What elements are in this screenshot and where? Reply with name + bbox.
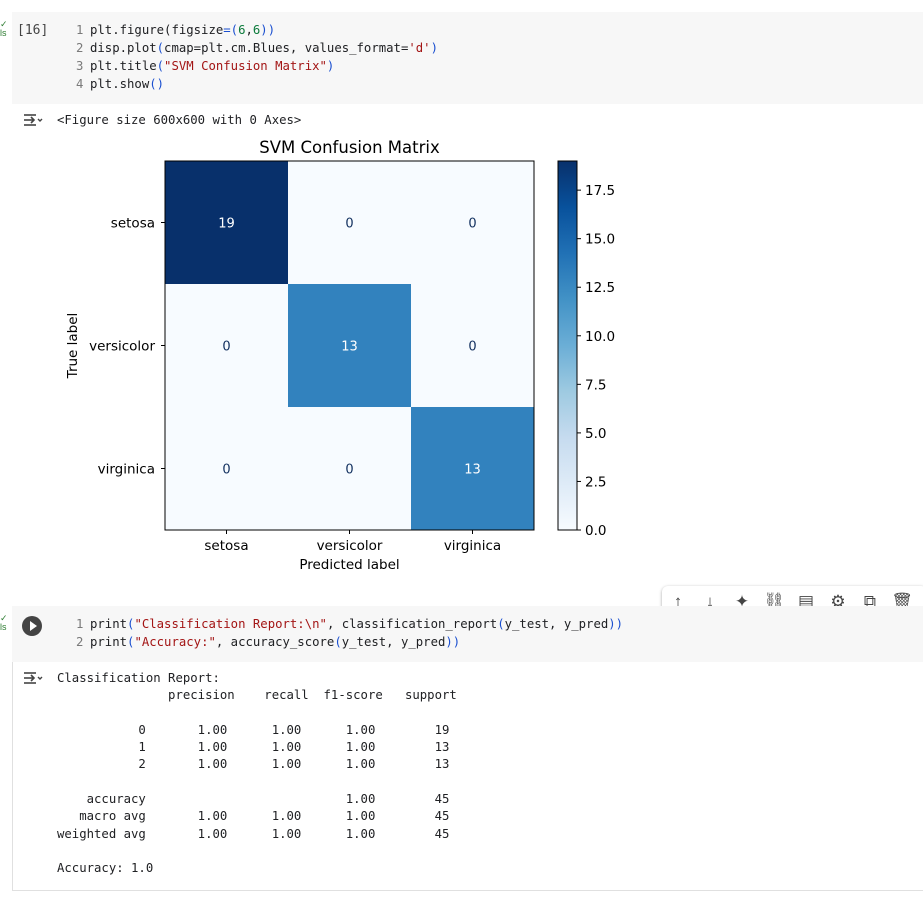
heatmap-cell bbox=[165, 407, 288, 530]
code-token: )) bbox=[608, 617, 624, 631]
code-token: 'd' bbox=[408, 41, 431, 55]
figure-size-output: <Figure size 600x600 with 0 Axes> bbox=[57, 113, 302, 127]
code-cell-2[interactable] bbox=[12, 606, 923, 662]
line-number: 1 bbox=[76, 23, 84, 37]
line-number: 2 bbox=[76, 635, 84, 649]
run-cell-button[interactable] bbox=[22, 616, 42, 636]
y-tick-label: versicolor bbox=[89, 339, 155, 355]
code-token: "Accuracy:" bbox=[134, 635, 216, 649]
code-line[interactable]: 4 plt.show() bbox=[76, 77, 164, 91]
arrow-up-icon[interactable]: ↑ bbox=[673, 592, 683, 611]
code-token: 6 bbox=[252, 23, 261, 37]
code-token: () bbox=[149, 77, 165, 91]
code-token: print bbox=[90, 617, 128, 631]
line-number: 3 bbox=[76, 59, 84, 73]
code-token: plt.figure( bbox=[90, 23, 172, 37]
heatmap-cell bbox=[288, 161, 411, 284]
y-tick-label: virginica bbox=[98, 462, 155, 478]
executed-check-icon: ✓ ls bbox=[0, 19, 8, 38]
heatmap-cell bbox=[165, 161, 288, 284]
code-token: "Classification Report:\n" bbox=[134, 617, 327, 631]
heatmap-cell bbox=[411, 407, 534, 530]
cell-value-label: 0 bbox=[468, 217, 476, 232]
code-token: , bbox=[245, 23, 253, 37]
heatmap-cell bbox=[411, 161, 534, 284]
colorbar-tick-label: 17.5 bbox=[585, 183, 615, 199]
cell-value-label: 0 bbox=[345, 463, 353, 478]
x-tick-label: versicolor bbox=[317, 538, 383, 554]
colorbar-tick-label: 5.0 bbox=[585, 426, 606, 442]
x-tick-label: setosa bbox=[204, 538, 248, 554]
code-token: figsize bbox=[171, 23, 224, 37]
code-token: y_test, y_pred bbox=[341, 635, 446, 649]
output-toggle-icon[interactable] bbox=[22, 112, 44, 128]
code-cell-1[interactable] bbox=[12, 12, 923, 104]
confusion-matrix-chart: 19 0 0 0 13 0 0 0 13 SVM Confusion Matrix setosa ve… bbox=[65, 138, 615, 573]
cell-value-label: 0 bbox=[345, 217, 353, 232]
output-area-2 bbox=[12, 662, 923, 891]
code-line[interactable]: 1 print("Classification Report:\n", class… bbox=[76, 617, 623, 631]
y-axis-label: True label bbox=[65, 313, 81, 380]
heatmap-cell bbox=[288, 284, 411, 407]
colorbar-tick-label: 10.0 bbox=[585, 329, 615, 345]
output-toggle-icon-2[interactable] bbox=[22, 670, 44, 686]
cell-value-label: 13 bbox=[464, 463, 481, 478]
executed-check-icon-2: ✓ ls bbox=[0, 613, 8, 632]
code-line[interactable]: 1 plt.figure(figsize=(6,6)) bbox=[76, 23, 275, 37]
classification-report-output: Classification Report: precision recall … bbox=[57, 671, 457, 876]
code-token: "SVM Confusion Matrix" bbox=[164, 59, 327, 73]
code-token: ( bbox=[127, 617, 135, 631]
cell-value-label: 19 bbox=[218, 217, 235, 232]
chart-title: SVM Confusion Matrix bbox=[259, 138, 440, 157]
cell-value-label: 0 bbox=[222, 340, 230, 355]
x-tick-label: virginica bbox=[444, 538, 501, 554]
code-token: plt.show bbox=[90, 77, 150, 91]
cell-value-label: 0 bbox=[222, 463, 230, 478]
x-axis-label: Predicted label bbox=[299, 557, 399, 573]
code-token: ( bbox=[127, 635, 135, 649]
colorbar-tick-label: 15.0 bbox=[585, 232, 615, 248]
code-token: ( bbox=[156, 41, 165, 55]
code-token: y_test, y_pred bbox=[504, 617, 609, 631]
cell-value-label: 0 bbox=[468, 340, 476, 355]
colorbar-tick-label: 7.5 bbox=[585, 377, 606, 393]
code-token: plt.title bbox=[90, 59, 157, 73]
code-token: =( bbox=[223, 23, 239, 37]
code-token: )) bbox=[445, 635, 461, 649]
code-line[interactable]: 2 print("Accuracy:", accuracy_score(y_tes… bbox=[76, 635, 460, 649]
code-token: )) bbox=[260, 23, 276, 37]
colorbar-tick-label: 2.5 bbox=[585, 474, 606, 490]
heatmap-cell bbox=[288, 407, 411, 530]
heatmap-cell bbox=[411, 284, 534, 407]
line-number: 2 bbox=[76, 41, 84, 55]
heatmap-cell bbox=[165, 284, 288, 407]
execution-count: [16] bbox=[17, 23, 49, 38]
line-number: 4 bbox=[76, 77, 84, 91]
colorbar bbox=[557, 160, 578, 531]
code-token: ( bbox=[497, 617, 505, 631]
code-token: cmap=plt.cm.Blues, values_format= bbox=[164, 41, 409, 55]
code-token: ( bbox=[156, 59, 165, 73]
code-token: 6 bbox=[238, 23, 246, 37]
colorbar-tick-label: 12.5 bbox=[585, 280, 615, 296]
code-line[interactable]: 3 plt.title("SVM Confusion Matrix") bbox=[76, 59, 334, 73]
code-token: print bbox=[90, 635, 128, 649]
colorbar-tick-label: 0.0 bbox=[585, 523, 606, 539]
code-token: disp.plot bbox=[90, 41, 157, 55]
code-line[interactable]: 2 disp.plot(cmap=plt.cm.Blues, values_for… bbox=[76, 41, 438, 55]
code-token: , accuracy_score bbox=[215, 635, 335, 649]
code-token: ( bbox=[334, 635, 342, 649]
code-token: ) bbox=[326, 59, 335, 73]
code-token: ) bbox=[430, 41, 438, 55]
arrow-down-icon[interactable]: ↓ bbox=[705, 592, 715, 611]
line-number: 1 bbox=[76, 617, 84, 631]
cell-value-label: 13 bbox=[341, 340, 358, 355]
y-tick-label: setosa bbox=[111, 216, 155, 232]
code-token: , classification_report bbox=[326, 617, 498, 631]
